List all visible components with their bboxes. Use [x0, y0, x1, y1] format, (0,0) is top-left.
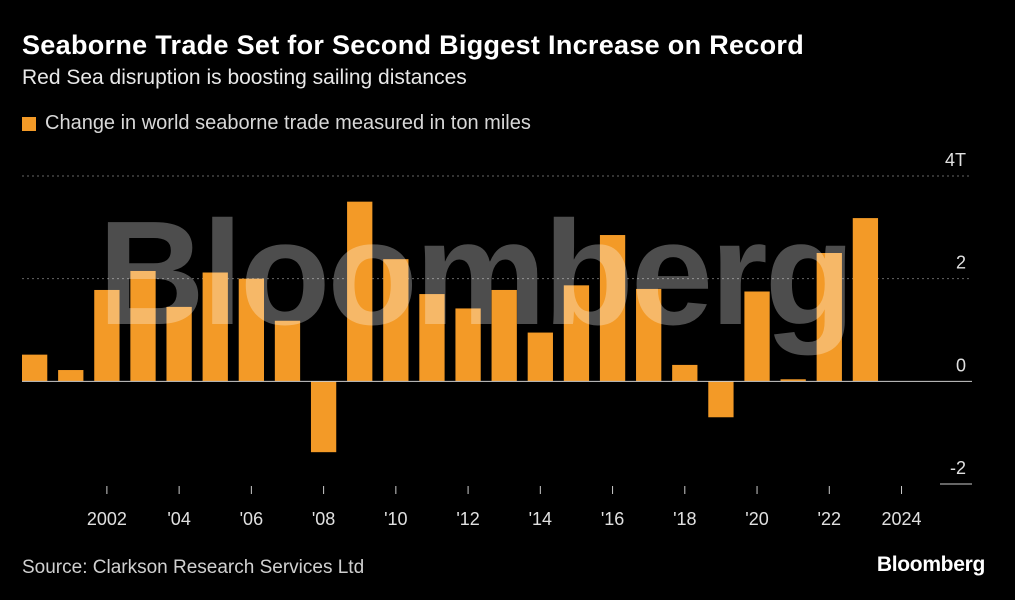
bar	[744, 291, 770, 382]
y-tick-label: -2	[950, 458, 966, 478]
bar	[455, 308, 481, 382]
x-tick-label: '20	[745, 509, 768, 529]
x-tick-label: '18	[673, 509, 696, 529]
chart-legend: Change in world seaborne trade measured …	[22, 112, 531, 135]
bar	[419, 294, 445, 382]
source-note: Source: Clarkson Research Services Ltd	[22, 557, 365, 578]
bar	[636, 288, 662, 382]
x-tick-label: '22	[818, 509, 841, 529]
bar	[166, 306, 192, 382]
x-tick-label: '16	[601, 509, 624, 529]
bar	[708, 381, 734, 418]
x-tick-label: '06	[240, 509, 263, 529]
bar	[22, 354, 48, 382]
x-tick-label: 2024	[881, 509, 921, 529]
bar	[130, 270, 156, 382]
bar	[310, 381, 337, 453]
bar	[852, 218, 879, 382]
y-tick-label: 4T	[945, 150, 966, 170]
y-tick-label: 0	[956, 355, 966, 375]
x-tick-label: '08	[312, 509, 335, 529]
bar	[563, 285, 590, 382]
bar	[780, 379, 806, 382]
bar	[58, 370, 84, 382]
x-tick-label: '04	[167, 509, 190, 529]
bar	[527, 332, 553, 382]
bar	[672, 364, 698, 382]
x-tick-label: '12	[456, 509, 479, 529]
chart-subtitle: Red Sea disruption is boosting sailing d…	[22, 66, 467, 89]
legend-swatch	[22, 116, 36, 131]
bloomberg-logo: Bloomberg	[876, 553, 985, 576]
y-tick-label: 2	[956, 253, 966, 273]
x-tick-label: '14	[529, 509, 552, 529]
bar	[274, 320, 301, 382]
bar	[94, 289, 120, 382]
bar	[202, 272, 228, 382]
x-tick-label: 2002	[87, 509, 127, 529]
bar	[491, 289, 517, 382]
chart-title: Seaborne Trade Set for Second Biggest In…	[22, 30, 805, 60]
bar	[347, 201, 373, 382]
bar	[383, 259, 409, 382]
bar	[599, 235, 626, 382]
bar	[816, 253, 842, 382]
legend-label: Change in world seaborne trade measured …	[45, 112, 531, 134]
x-tick-label: '10	[384, 509, 407, 529]
bar	[238, 278, 265, 382]
